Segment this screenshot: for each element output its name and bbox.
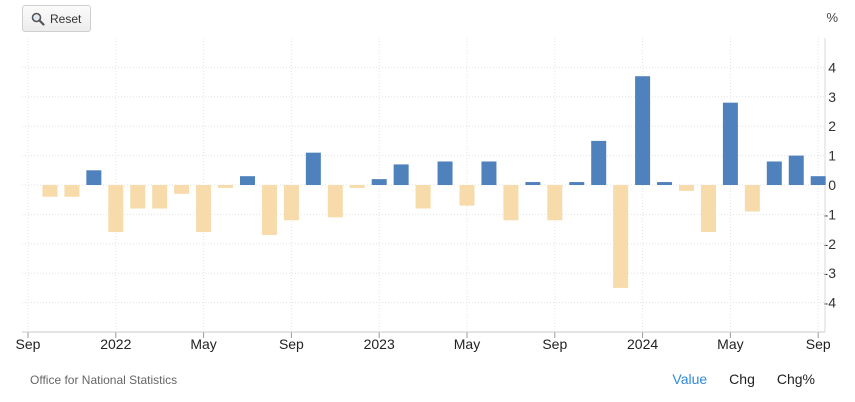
bar [788,155,804,185]
bar [547,185,563,221]
x-tick-label: Sep [806,336,831,352]
bar [744,185,760,212]
mode-chg-button[interactable]: Chg [729,371,755,387]
bar [481,161,497,185]
y-unit-label: % [826,10,838,25]
x-tick-label: 2023 [364,336,395,352]
bar [305,152,321,185]
bar [42,185,58,197]
bar [371,179,387,185]
y-tick-label: 1 [828,148,836,164]
bar [64,185,80,197]
bar [810,176,826,185]
y-tick-label: 2 [828,118,836,134]
bar [108,185,124,233]
bar [700,185,716,233]
bar [240,176,255,185]
y-tick-label: -2 [824,236,837,252]
bar [283,185,299,221]
bar [218,185,234,188]
y-tick-label: 3 [828,89,836,105]
y-tick-label: -4 [824,295,837,311]
mode-chg-percent-button[interactable]: Chg% [776,371,815,387]
x-tick-label: May [190,336,216,352]
y-tick-label: 4 [828,59,836,75]
x-tick-label: 2024 [627,336,658,352]
bar [393,164,409,185]
bar [722,102,738,185]
y-tick-label: 0 [828,177,836,193]
bar [261,185,277,235]
bar [130,185,146,209]
reset-button[interactable]: Reset [22,5,91,32]
y-tick-label: -3 [824,265,837,281]
source-label: Office for National Statistics [30,373,178,387]
bar [437,161,453,185]
bar [196,185,212,233]
bar [174,185,190,194]
bar [766,161,782,185]
x-tick-label: Sep [16,336,41,352]
x-tick-label: May [454,336,480,352]
magnifier-icon [31,12,45,26]
mode-value-button[interactable]: Value [672,371,708,387]
reset-label: Reset [50,11,82,26]
bar [415,185,431,209]
bar [679,185,694,191]
y-tick-label: -1 [824,206,837,222]
x-tick-label: 2022 [100,336,131,352]
bar [327,185,343,218]
bar [86,170,102,185]
bar [613,185,629,288]
bar [459,185,475,206]
bar [525,182,541,185]
bar [635,76,651,185]
bar [591,140,607,185]
x-tick-label: Sep [542,336,567,352]
bar [503,185,519,221]
mode-switch: Value Chg Chg% [672,371,815,387]
x-tick-label: May [717,336,743,352]
bar-chart: -4 -3 -2 -1 0 1 2 3 4 Sep 2022 May Sep 2023 May Sep 2024… [16,10,839,352]
bar [569,182,585,185]
bar [657,182,673,185]
bar [349,185,365,188]
bar [152,185,168,209]
x-tick-label: Sep [279,336,304,352]
